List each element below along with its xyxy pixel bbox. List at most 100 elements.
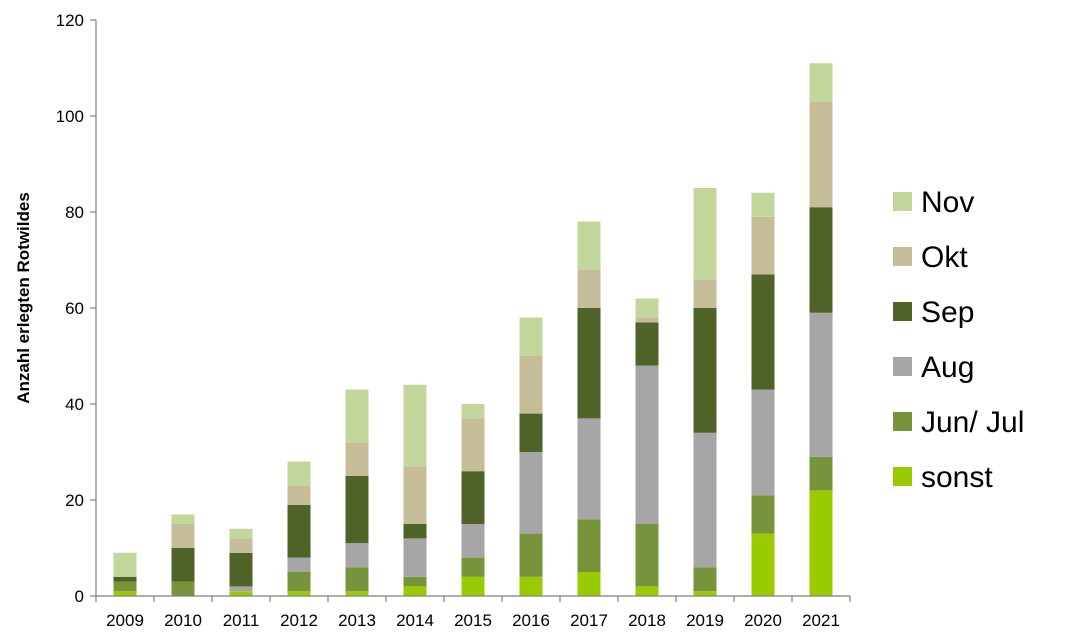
x-tick-label: 2021 <box>802 611 840 630</box>
bar-segment-2021-s0 <box>809 490 833 596</box>
legend-label: Jun/ Jul <box>921 406 1024 439</box>
bar-segment-2013-s0 <box>345 591 369 596</box>
bar-segment-2014-s4 <box>403 466 427 524</box>
bar-segment-2021-s4 <box>809 101 833 208</box>
bar-segment-2014-s0 <box>403 586 427 596</box>
bar-segment-2018-s5 <box>635 298 659 318</box>
bar-segment-2012-s4 <box>287 485 311 505</box>
bar-segment-2021-s1 <box>809 456 833 491</box>
bar-segment-2009-s5 <box>113 552 137 577</box>
x-tick-label: 2010 <box>164 611 202 630</box>
bar-segment-2020-s2 <box>751 389 775 496</box>
bar-segment-2010-s3 <box>171 548 195 582</box>
y-tick-label: 80 <box>65 203 84 222</box>
bar-segment-2014-s2 <box>403 538 427 577</box>
x-tick-label: 2017 <box>570 611 608 630</box>
axes-layer: 0 20 40 60 80 100 120 2009 2010 2011 2012 2013 2014 2… <box>56 11 851 630</box>
bar-segment-2021-s2 <box>809 312 833 457</box>
bar-segment-2015-s5 <box>461 404 485 419</box>
bar-segment-2018-s2 <box>635 365 659 524</box>
bars-layer <box>113 63 833 596</box>
bar-segment-2016-s2 <box>519 452 543 534</box>
bar-segment-2019-s4 <box>693 279 717 308</box>
legend-label: Okt <box>921 241 968 274</box>
bar-segment-2012-s1 <box>287 572 311 592</box>
bar-segment-2011-s5 <box>229 528 253 539</box>
bar-segment-2019-s2 <box>693 432 717 568</box>
x-tick-label: 2019 <box>686 611 724 630</box>
legend: Nov Okt Sep Aug Jun/ Jul sonst <box>893 186 1024 494</box>
bar-segment-2016-s5 <box>519 317 543 356</box>
bar-segment-2014-s3 <box>403 524 427 539</box>
x-tick-label: 2009 <box>106 611 144 630</box>
y-tick-label: 0 <box>75 587 84 606</box>
bar-segment-2020-s4 <box>751 216 775 275</box>
bar-segment-2018-s3 <box>635 322 659 366</box>
bar-segment-2018-s1 <box>635 524 659 587</box>
bar-segment-2015-s4 <box>461 418 485 472</box>
y-tick-label: 120 <box>56 11 84 30</box>
x-tick-label: 2015 <box>454 611 492 630</box>
legend-swatch <box>893 357 912 376</box>
bar-segment-2010-s5 <box>171 514 195 524</box>
bar-segment-2014-s1 <box>403 576 427 587</box>
bar-segment-2010-s1 <box>171 581 195 596</box>
legend-swatch <box>893 302 912 321</box>
bar-segment-2016-s1 <box>519 533 543 577</box>
y-tick-label: 40 <box>65 395 84 414</box>
legend-swatch <box>893 192 912 211</box>
bar-segment-2012-s2 <box>287 557 311 572</box>
legend-label: Aug <box>921 351 974 384</box>
x-tick-label: 2018 <box>628 611 666 630</box>
bar-segment-2013-s1 <box>345 567 369 592</box>
bar-segment-2013-s2 <box>345 543 369 568</box>
legend-swatch <box>893 467 912 486</box>
bar-segment-2015-s3 <box>461 471 485 524</box>
bar-segment-2014-s5 <box>403 384 427 467</box>
x-tick-label: 2011 <box>223 611 260 630</box>
bar-segment-2016-s3 <box>519 413 543 452</box>
bar-segment-2021-s5 <box>809 63 833 102</box>
bar-segment-2020-s5 <box>751 192 775 217</box>
bar-segment-2011-s3 <box>229 552 253 587</box>
y-tick-label: 60 <box>65 299 84 318</box>
bar-segment-2019-s0 <box>693 591 717 596</box>
x-tick-label: 2013 <box>338 611 376 630</box>
bar-segment-2013-s5 <box>345 389 369 443</box>
bar-segment-2010-s4 <box>171 524 195 548</box>
x-tick-label: 2014 <box>396 611 434 630</box>
bar-segment-2019-s1 <box>693 567 717 592</box>
bar-segment-2017-s5 <box>577 221 601 270</box>
bar-segment-2020-s1 <box>751 495 775 534</box>
legend-label: sonst <box>921 461 993 494</box>
bar-segment-2015-s1 <box>461 557 485 577</box>
y-tick-label: 100 <box>56 107 84 126</box>
bar-segment-2011-s2 <box>229 586 253 592</box>
bar-segment-2009-s3 <box>113 576 137 582</box>
bar-segment-2013-s3 <box>345 476 369 544</box>
y-tick-label: 20 <box>65 491 84 510</box>
bar-segment-2015-s0 <box>461 576 485 596</box>
bar-segment-2017-s1 <box>577 519 601 572</box>
bar-segment-2012-s5 <box>287 461 311 486</box>
y-axis-title: Anzahl erlegten Rotwildes <box>14 192 33 404</box>
bar-segment-2020-s3 <box>751 274 775 390</box>
bar-segment-2021-s3 <box>809 207 833 313</box>
bar-segment-2019-s3 <box>693 308 717 433</box>
bar-segment-2012-s3 <box>287 504 311 558</box>
x-tick-label: 2020 <box>744 611 782 630</box>
bar-segment-2018-s0 <box>635 586 659 596</box>
bar-segment-2011-s4 <box>229 538 253 553</box>
legend-swatch <box>893 412 912 431</box>
bar-segment-2017-s2 <box>577 418 601 520</box>
bar-segment-2017-s3 <box>577 308 601 419</box>
bar-segment-2016-s4 <box>519 356 543 414</box>
bar-segment-2019-s5 <box>693 188 717 280</box>
bar-segment-2009-s1 <box>113 581 137 592</box>
bar-segment-2011-s0 <box>229 591 253 596</box>
bar-segment-2017-s4 <box>577 269 601 308</box>
bar-segment-2017-s0 <box>577 572 601 596</box>
x-tick-label: 2016 <box>512 611 550 630</box>
bar-segment-2015-s2 <box>461 524 485 558</box>
